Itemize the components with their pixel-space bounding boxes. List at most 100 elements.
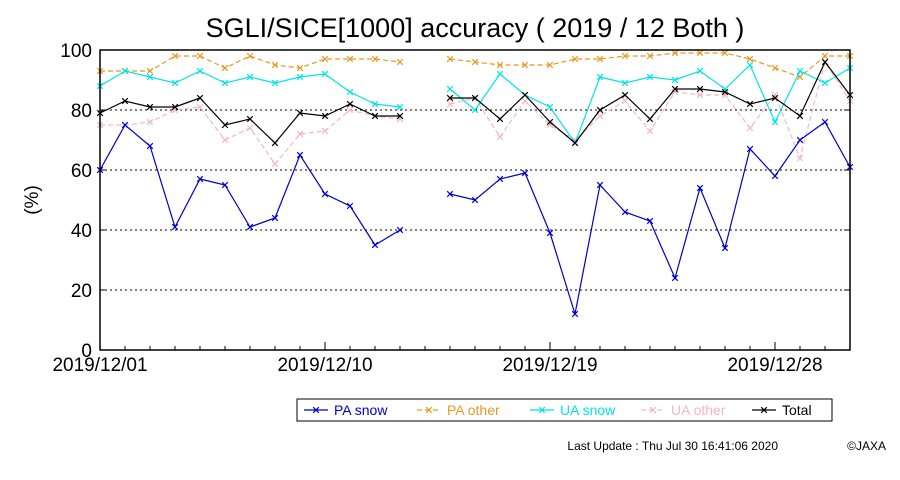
data-point xyxy=(446,55,454,63)
data-point xyxy=(146,73,154,81)
data-point xyxy=(821,79,829,87)
series-line xyxy=(99,97,400,144)
data-point xyxy=(496,70,504,78)
data-point xyxy=(496,175,504,183)
data-point xyxy=(746,55,754,63)
data-point xyxy=(646,127,654,135)
x-axis-ticks: 2019/12/01 2019/12/10 2019/12/19 2019/12/28 xyxy=(52,342,851,376)
data-point xyxy=(146,67,154,75)
y-tick-label: 60 xyxy=(71,161,92,182)
data-point xyxy=(246,223,254,231)
data-point xyxy=(446,190,454,198)
data-point xyxy=(196,52,204,60)
data-point xyxy=(146,103,154,111)
data-point xyxy=(171,79,179,87)
data-point xyxy=(296,151,304,159)
data-point xyxy=(371,100,379,108)
data-point xyxy=(196,67,204,75)
data-point xyxy=(221,121,229,129)
data-point xyxy=(171,103,179,111)
data-point xyxy=(571,310,579,318)
data-point xyxy=(346,100,354,108)
data-point xyxy=(271,214,279,222)
data-point xyxy=(746,145,754,153)
data-point xyxy=(671,274,679,282)
data-point xyxy=(746,100,754,108)
data-point xyxy=(346,88,354,96)
data-point xyxy=(721,49,729,57)
legend-label: PA snow xyxy=(334,402,388,418)
data-point xyxy=(646,73,654,81)
data-point xyxy=(496,115,504,123)
data-point xyxy=(321,70,329,78)
data-point xyxy=(446,85,454,93)
y-axis-ticks: 0 20 40 60 80 100 xyxy=(60,41,850,362)
series-line xyxy=(449,121,851,315)
data-point xyxy=(371,241,379,249)
series-line xyxy=(100,55,401,72)
data-point xyxy=(596,106,604,114)
data-point xyxy=(196,175,204,183)
legend-item-pa-snow: PA snow xyxy=(304,402,388,418)
data-point xyxy=(346,55,354,63)
data-point xyxy=(471,58,479,66)
data-point xyxy=(796,154,804,162)
data-point xyxy=(596,112,604,120)
data-point xyxy=(721,244,729,252)
data-point xyxy=(196,94,204,102)
legend: PA snow PA other UA snow UA other Total xyxy=(296,398,833,422)
data-point xyxy=(671,76,679,84)
data-point xyxy=(771,91,779,99)
data-point xyxy=(546,118,554,126)
y-axis-label: (%) xyxy=(22,185,43,215)
legend-box xyxy=(296,398,833,422)
data-point xyxy=(621,208,629,216)
legend-label: Total xyxy=(782,402,812,418)
data-point xyxy=(296,64,304,72)
data-point xyxy=(771,94,779,102)
data-point xyxy=(121,97,129,105)
data-point xyxy=(696,85,704,93)
data-point xyxy=(796,112,804,120)
x-tick-label: 2019/12/10 xyxy=(277,355,372,376)
data-point xyxy=(321,112,329,120)
data-point xyxy=(571,55,579,63)
y-tick-label: 80 xyxy=(71,101,92,122)
data-point xyxy=(221,79,229,87)
series-layer xyxy=(96,49,854,318)
data-point xyxy=(396,112,404,120)
y-tick-label: 40 xyxy=(71,221,92,242)
data-point xyxy=(296,109,304,117)
data-point xyxy=(496,133,504,141)
data-point xyxy=(471,106,479,114)
data-point xyxy=(546,103,554,111)
data-point xyxy=(496,61,504,69)
data-point xyxy=(521,169,529,177)
data-point xyxy=(771,172,779,180)
data-point xyxy=(171,52,179,60)
data-point xyxy=(821,118,829,126)
data-point xyxy=(271,79,279,87)
data-point xyxy=(746,124,754,132)
series-total xyxy=(96,58,854,147)
data-point xyxy=(796,136,804,144)
data-point xyxy=(246,124,254,132)
y-tick-label: 100 xyxy=(60,41,92,62)
series-pa-other xyxy=(96,49,854,81)
data-point xyxy=(121,121,129,129)
y-tick-label: 0 xyxy=(81,341,92,362)
series-line xyxy=(100,106,401,165)
data-point xyxy=(196,103,204,111)
data-point xyxy=(646,52,654,60)
data-point xyxy=(446,100,454,108)
legend-item-pa-other: PA other xyxy=(417,402,500,418)
data-point xyxy=(346,106,354,114)
legend-label: PA other xyxy=(447,402,500,418)
data-point xyxy=(271,160,279,168)
data-point xyxy=(221,136,229,144)
data-point xyxy=(521,97,529,105)
data-point xyxy=(596,181,604,189)
data-point xyxy=(471,94,479,102)
